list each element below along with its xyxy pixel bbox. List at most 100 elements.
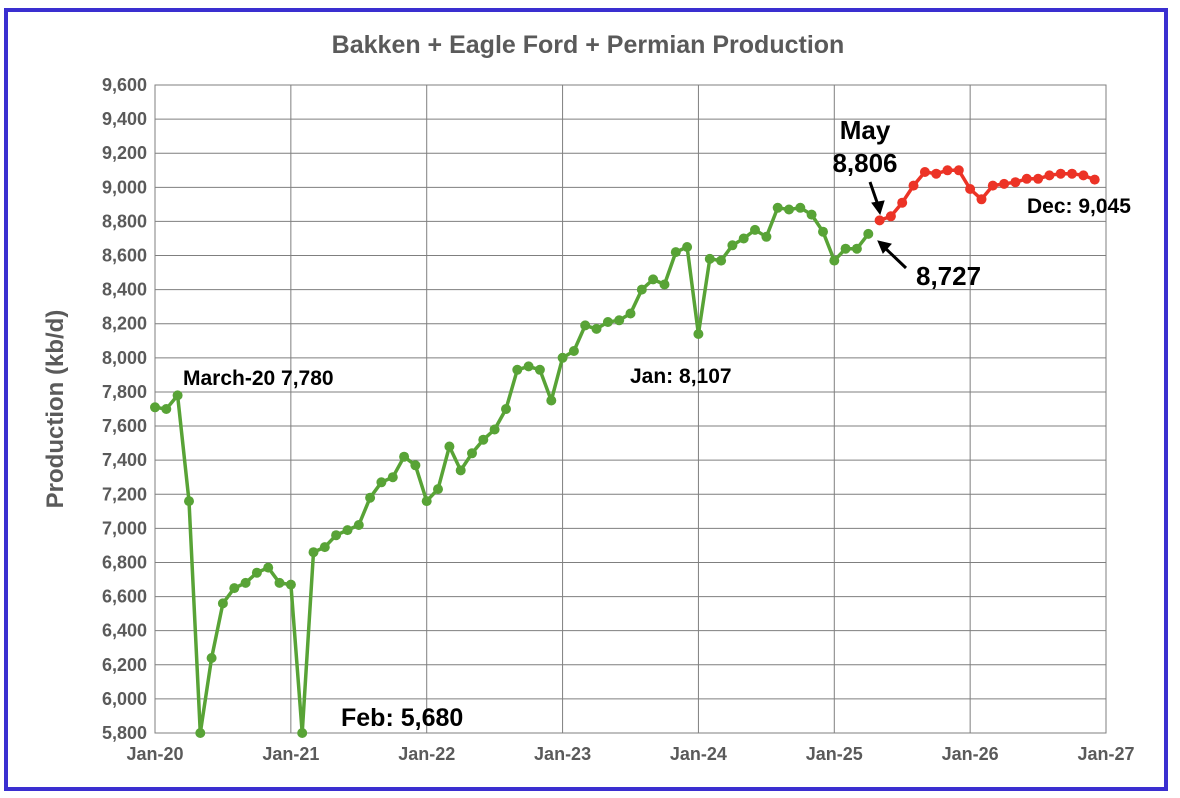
data-point-actual <box>851 243 862 254</box>
y-tick-label: 5,800 <box>102 723 147 743</box>
data-point-actual <box>467 448 477 459</box>
plot-area <box>154 84 1107 734</box>
data-point-actual <box>263 562 274 573</box>
data-point-actual <box>670 247 681 258</box>
data-point-actual <box>365 492 376 503</box>
y-tick-label: 6,800 <box>102 552 147 572</box>
y-tick-label: 6,000 <box>102 689 147 709</box>
data-point-actual <box>455 465 466 476</box>
data-point-actual <box>501 404 511 414</box>
data-point-actual <box>150 402 160 413</box>
data-point-actual <box>229 583 240 594</box>
x-tick-label: Jan-22 <box>398 744 455 764</box>
data-point-actual <box>161 404 172 414</box>
annotation-april-value: 8,727 <box>916 261 981 291</box>
y-axis-ticks: 5,800 6,000 6,200 6,400 6,600 6,800 7,000 7,200… <box>102 75 147 743</box>
y-tick-label: 7,800 <box>102 382 147 402</box>
data-point-actual <box>546 395 557 406</box>
x-axis-ticks: Jan-20 Jan-21 Jan-22 Jan-23 Jan-24 Jan-25 Jan-… <box>126 744 1134 764</box>
data-point-actual <box>784 204 794 215</box>
annotation-jan-2024: Jan: 8,107 <box>630 365 732 388</box>
data-point-actual <box>319 542 330 553</box>
data-point-actual <box>557 352 568 363</box>
data-point-actual <box>591 323 602 334</box>
data-point-forecast <box>1044 170 1055 181</box>
y-tick-label: 7,400 <box>102 450 147 470</box>
annotation-dec-2026: Dec: 9,045 <box>1027 195 1131 218</box>
annotation-may-value: 8,806 <box>832 148 897 178</box>
y-tick-label: 9,200 <box>102 143 147 163</box>
data-point-actual <box>217 598 228 609</box>
data-point-actual <box>376 477 387 488</box>
data-point-actual <box>829 255 840 266</box>
data-point-actual <box>806 209 817 220</box>
x-tick-label: Jan-25 <box>806 744 863 764</box>
series-line-actual <box>154 206 870 735</box>
data-point-forecast <box>908 180 919 191</box>
x-tick-label: Jan-26 <box>942 744 999 764</box>
x-tick-label: Jan-23 <box>534 744 591 764</box>
arrow-may <box>868 181 885 216</box>
data-point-actual <box>534 364 545 375</box>
y-tick-label: 8,600 <box>102 246 147 266</box>
data-point-forecast <box>885 211 896 222</box>
x-tick-label: Jan-21 <box>262 744 319 764</box>
data-point-actual <box>433 484 443 495</box>
data-point-actual <box>331 530 342 541</box>
y-tick-label: 7,600 <box>102 416 147 436</box>
data-point-forecast <box>919 167 930 177</box>
data-point-actual <box>761 231 772 242</box>
data-point-actual <box>614 315 625 326</box>
data-point-actual <box>795 202 806 213</box>
arrow-april <box>877 240 908 270</box>
data-point-actual <box>602 317 613 327</box>
data-point-actual <box>399 451 410 462</box>
data-point-forecast <box>999 178 1010 189</box>
data-point-actual <box>308 547 319 558</box>
data-point-actual <box>625 308 636 319</box>
y-tick-label: 8,800 <box>102 211 147 231</box>
data-point-actual <box>704 253 715 264</box>
data-point-actual <box>863 228 874 239</box>
data-point-actual <box>297 728 308 738</box>
data-point-forecast <box>874 215 885 226</box>
data-point-actual <box>693 329 704 339</box>
data-point-actual <box>523 361 534 372</box>
data-point-actual <box>512 364 523 375</box>
y-tick-label: 9,400 <box>102 109 147 129</box>
data-point-actual <box>421 496 432 507</box>
data-point-actual <box>172 390 183 401</box>
data-point-forecast <box>942 165 953 176</box>
data-point-forecast <box>897 197 908 208</box>
data-point-actual <box>568 346 579 356</box>
y-tick-label: 6,400 <box>102 621 147 641</box>
annotation-march-2020: March-20 7,780 <box>183 367 334 390</box>
data-point-actual <box>840 243 851 254</box>
y-tick-label: 6,200 <box>102 655 147 675</box>
data-point-actual <box>489 424 500 435</box>
data-point-actual <box>444 441 455 452</box>
data-point-actual <box>580 320 591 331</box>
data-point-forecast <box>987 180 998 191</box>
data-point-actual <box>353 520 364 530</box>
data-point-actual <box>716 255 727 266</box>
annotation-feb-2021: Feb: 5,680 <box>341 704 463 732</box>
data-point-actual <box>659 279 670 290</box>
y-tick-label: 8,000 <box>102 348 147 368</box>
data-point-actual <box>478 434 489 445</box>
data-point-actual <box>648 274 659 285</box>
data-point-forecast <box>1055 168 1066 179</box>
data-point-actual <box>251 567 262 578</box>
x-tick-label: Jan-20 <box>126 744 183 764</box>
data-point-actual <box>738 233 749 244</box>
data-point-forecast <box>1067 168 1077 179</box>
data-point-forecast <box>965 184 976 194</box>
data-point-forecast <box>1010 177 1021 188</box>
data-point-actual <box>184 496 194 507</box>
y-tick-label: 6,600 <box>102 587 147 607</box>
data-point-actual <box>818 226 828 237</box>
y-tick-label: 7,000 <box>102 518 147 538</box>
data-point-actual <box>682 242 693 252</box>
data-point-actual <box>240 577 251 588</box>
